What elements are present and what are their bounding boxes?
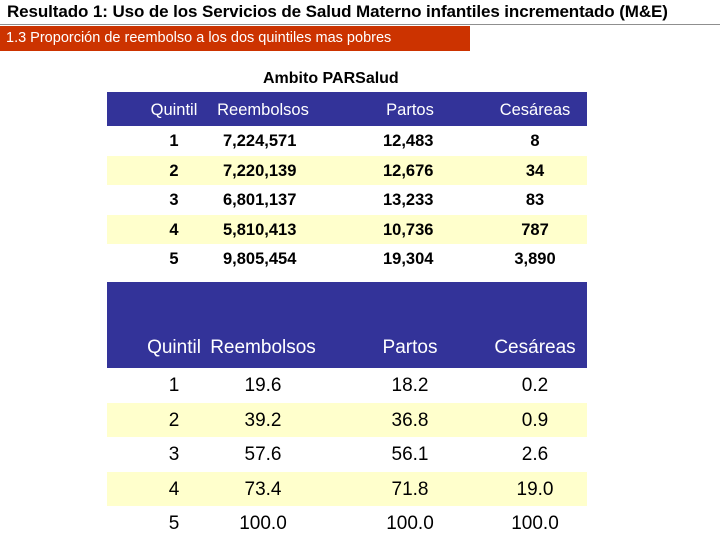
- cell-partos: 18.2: [391, 375, 429, 396]
- cell-partos: 12,483: [383, 132, 434, 150]
- cell-partos: 71.8: [391, 478, 429, 500]
- cell-partos: 56.1: [391, 444, 429, 465]
- cell-quintil: 1: [168, 375, 180, 396]
- reimbursement-percentage-table: Quintil Reembolsos Partos Cesáreas 1 19.…: [107, 282, 587, 541]
- cell-reembolsos: 100.0: [239, 513, 287, 534]
- table-row: 5 9,805,454 19,304 3,890: [107, 244, 587, 274]
- column-header-reembolsos: Reembolsos: [210, 337, 316, 358]
- cell-cesareas: 3,890: [514, 250, 556, 268]
- cell-partos: 36.8: [391, 409, 429, 431]
- cell-quintil: 3: [169, 191, 179, 209]
- cell-quintil: 5: [168, 513, 180, 534]
- column-header-quintil: Quintil: [150, 101, 198, 119]
- table-row: 3 6,801,137 13,233 83: [107, 185, 587, 215]
- table-row: 1 19.6 18.2 0.2: [107, 368, 587, 403]
- cell-quintil: 5: [169, 250, 179, 268]
- cell-cesareas: 100.0: [511, 513, 559, 534]
- cell-cesareas: 2.6: [521, 444, 549, 465]
- cell-reembolsos: 6,801,137: [223, 191, 297, 209]
- cell-partos: 12,676: [383, 161, 434, 180]
- cell-reembolsos: 39.2: [244, 409, 282, 431]
- cell-reembolsos: 73.4: [244, 478, 282, 500]
- table-row: 5 100.0 100.0 100.0: [107, 506, 587, 541]
- table-row: 3 57.6 56.1 2.6: [107, 437, 587, 472]
- table-row: 1 7,224,571 12,483 8: [107, 126, 587, 156]
- column-header-partos: Partos: [386, 101, 434, 119]
- page-subtitle: 1.3 Proporción de reembolso a los dos qu…: [6, 30, 392, 46]
- cell-reembolsos: 7,224,571: [223, 132, 297, 150]
- cell-partos: 10,736: [383, 220, 434, 239]
- subtitle-bar: 1.3 Proporción de reembolso a los dos qu…: [0, 26, 470, 51]
- page-title: Resultado 1: Uso de los Servicios de Sal…: [7, 2, 668, 21]
- cell-cesareas: 19.0: [516, 478, 554, 500]
- cell-quintil: 4: [168, 478, 180, 500]
- reimbursement-counts-table: Quintil Reembolsos Partos Cesáreas 1 7,2…: [107, 92, 587, 274]
- cell-quintil: 3: [168, 444, 180, 465]
- column-header-cesareas: Cesáreas: [494, 337, 576, 358]
- column-header-reembolsos: Reembolsos: [217, 101, 309, 119]
- cell-reembolsos: 19.6: [244, 375, 282, 396]
- title-bar: Resultado 1: Uso de los Servicios de Sal…: [0, 0, 720, 25]
- cell-cesareas: 34: [525, 161, 545, 180]
- table-row: 2 39.2 36.8 0.9: [107, 402, 587, 437]
- cell-cesareas: 8: [530, 132, 540, 150]
- cell-quintil: 1: [169, 132, 179, 150]
- cell-cesareas: 0.2: [521, 375, 549, 396]
- table-row: 2 7,220,139 12,676 34: [107, 155, 587, 185]
- cell-cesareas: 787: [521, 220, 549, 239]
- table-header: Quintil Reembolsos Partos Cesáreas: [107, 92, 587, 126]
- cell-quintil: 2: [169, 161, 179, 180]
- table-row: 4 5,810,413 10,736 787: [107, 214, 587, 244]
- cell-reembolsos: 57.6: [244, 444, 282, 465]
- cell-partos: 19,304: [383, 250, 434, 268]
- cell-quintil: 2: [168, 409, 180, 431]
- cell-reembolsos: 9,805,454: [223, 250, 297, 268]
- cell-partos: 13,233: [383, 191, 434, 209]
- column-header-quintil: Quintil: [147, 337, 201, 358]
- section-label: Ambito PARSalud: [263, 70, 399, 87]
- cell-cesareas: 0.9: [521, 409, 549, 431]
- cell-cesareas: 83: [525, 191, 545, 209]
- column-header-cesareas: Cesáreas: [499, 101, 571, 119]
- cell-partos: 100.0: [386, 513, 434, 534]
- column-header-partos: Partos: [382, 337, 438, 358]
- table-header: Quintil Reembolsos Partos Cesáreas: [107, 282, 587, 368]
- cell-reembolsos: 5,810,413: [223, 220, 297, 239]
- cell-reembolsos: 7,220,139: [223, 161, 297, 180]
- table-row: 4 73.4 71.8 19.0: [107, 471, 587, 506]
- cell-quintil: 4: [169, 220, 179, 239]
